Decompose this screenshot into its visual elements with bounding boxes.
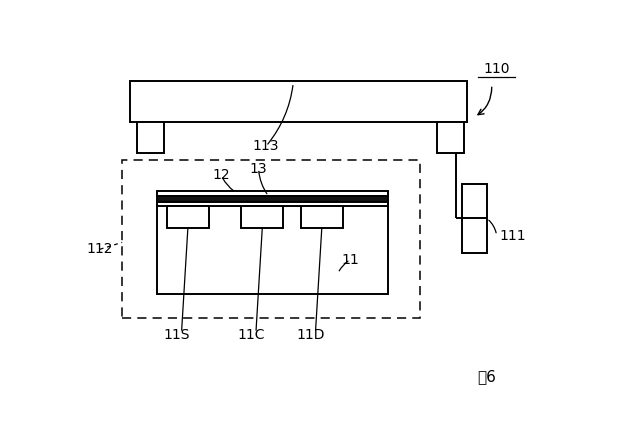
Text: 図6: 図6 (477, 369, 496, 384)
Bar (157, 191, 388, 196)
Bar (301, 206, 343, 228)
Text: 110: 110 (483, 62, 510, 76)
Bar (437, 122, 465, 153)
Bar (129, 81, 467, 122)
Text: 11S: 11S (163, 328, 190, 342)
Text: 11C: 11C (237, 328, 265, 342)
Text: 111: 111 (499, 228, 525, 243)
Bar (157, 202, 388, 206)
Bar (462, 184, 487, 253)
Bar (122, 160, 420, 318)
Bar (137, 122, 164, 153)
Text: 12: 12 (212, 169, 230, 182)
Bar (157, 201, 388, 294)
Text: 13: 13 (250, 161, 268, 176)
Text: 11D: 11D (296, 328, 325, 342)
Bar (241, 206, 284, 228)
Text: 113: 113 (253, 139, 279, 153)
Text: 112: 112 (86, 242, 113, 256)
Bar (167, 206, 209, 228)
Text: 11: 11 (342, 252, 359, 267)
Bar (157, 196, 388, 202)
